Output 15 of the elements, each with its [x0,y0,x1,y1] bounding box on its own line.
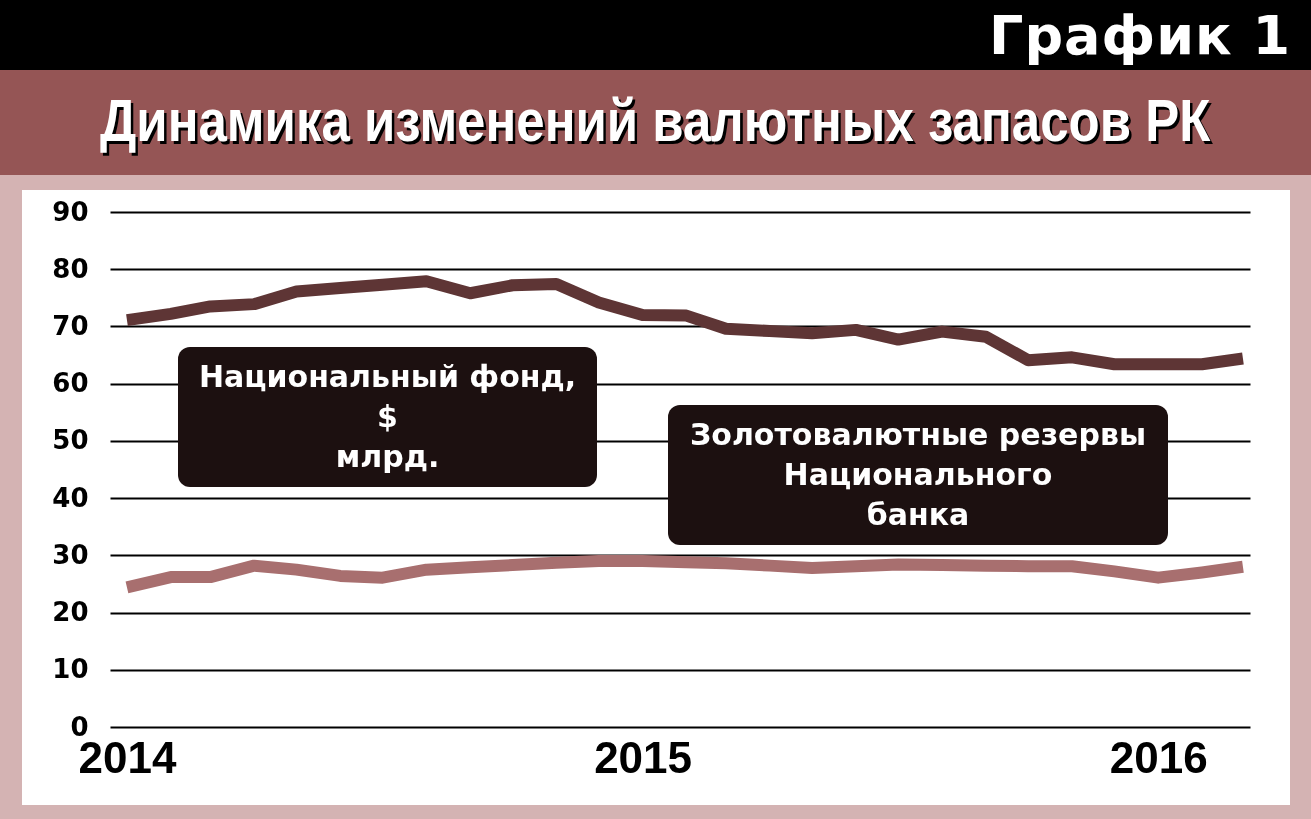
x-tick-label: 2015 [594,732,693,782]
y-tick-label: 20 [52,597,89,628]
y-tick-label: 50 [52,425,89,456]
y-tick-label: 70 [52,310,89,341]
y-tick-label: 90 [52,196,89,227]
y-tick-label: 30 [52,539,89,570]
y-tick-label: 80 [52,253,89,284]
y-tick-label: 10 [52,654,89,685]
chart-title: Динамика изменений валютных запасов РК [100,86,1211,155]
series-label: Национальный фонд, $ млрд. [178,347,597,487]
y-tick-label: 60 [52,368,89,399]
x-tick-label: 2016 [1109,732,1208,782]
series-label: Золотовалютные резервы Национального банка [668,405,1168,545]
text: График 1 [989,4,1291,67]
y-tick-label: 40 [52,482,89,513]
